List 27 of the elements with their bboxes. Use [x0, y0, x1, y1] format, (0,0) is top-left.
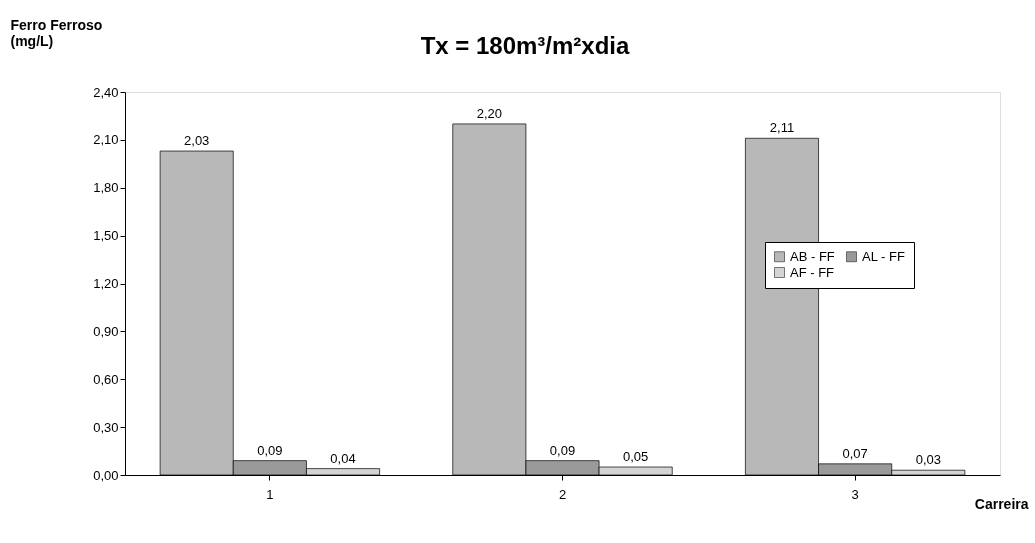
y-axis-title: Ferro Ferroso (mg/L)	[10, 16, 103, 49]
y-tick-label: 0,60	[93, 371, 119, 387]
y-tick-label: 1,80	[93, 180, 119, 196]
y-tick-label: 0,00	[93, 467, 119, 483]
x-axis-title: Carreira	[974, 495, 1029, 512]
y-tick-label: 1,20	[93, 276, 119, 291]
legend-label: AL - FF	[862, 248, 905, 264]
y-tick-label: 0,90	[93, 323, 119, 339]
x-tick-label: 1	[266, 486, 274, 502]
data-label: 0,09	[549, 442, 576, 458]
data-label: 0,03	[915, 452, 941, 468]
y-tick-label: 2,40	[93, 84, 119, 100]
chart-title: Tx = 180m³/m²xdia	[420, 32, 631, 59]
legend-label: AF - FF	[790, 264, 835, 280]
data-label: 2,20	[476, 105, 502, 121]
y-tick-label: 1,50	[93, 228, 119, 244]
data-label: 0,05	[623, 449, 649, 465]
data-label: 0,04	[330, 450, 356, 466]
x-tick-label: 2	[558, 486, 567, 502]
y-tick-label: 2,10	[93, 132, 119, 148]
x-tick-label: 3	[851, 486, 859, 502]
data-label: 0,09	[257, 442, 283, 458]
data-label: 2,11	[769, 120, 795, 136]
y-tick-label: 0,30	[93, 419, 119, 435]
data-label: 0,07	[842, 445, 868, 461]
data-label: 2,03	[184, 133, 210, 149]
legend-label: AB - FF	[790, 248, 835, 264]
